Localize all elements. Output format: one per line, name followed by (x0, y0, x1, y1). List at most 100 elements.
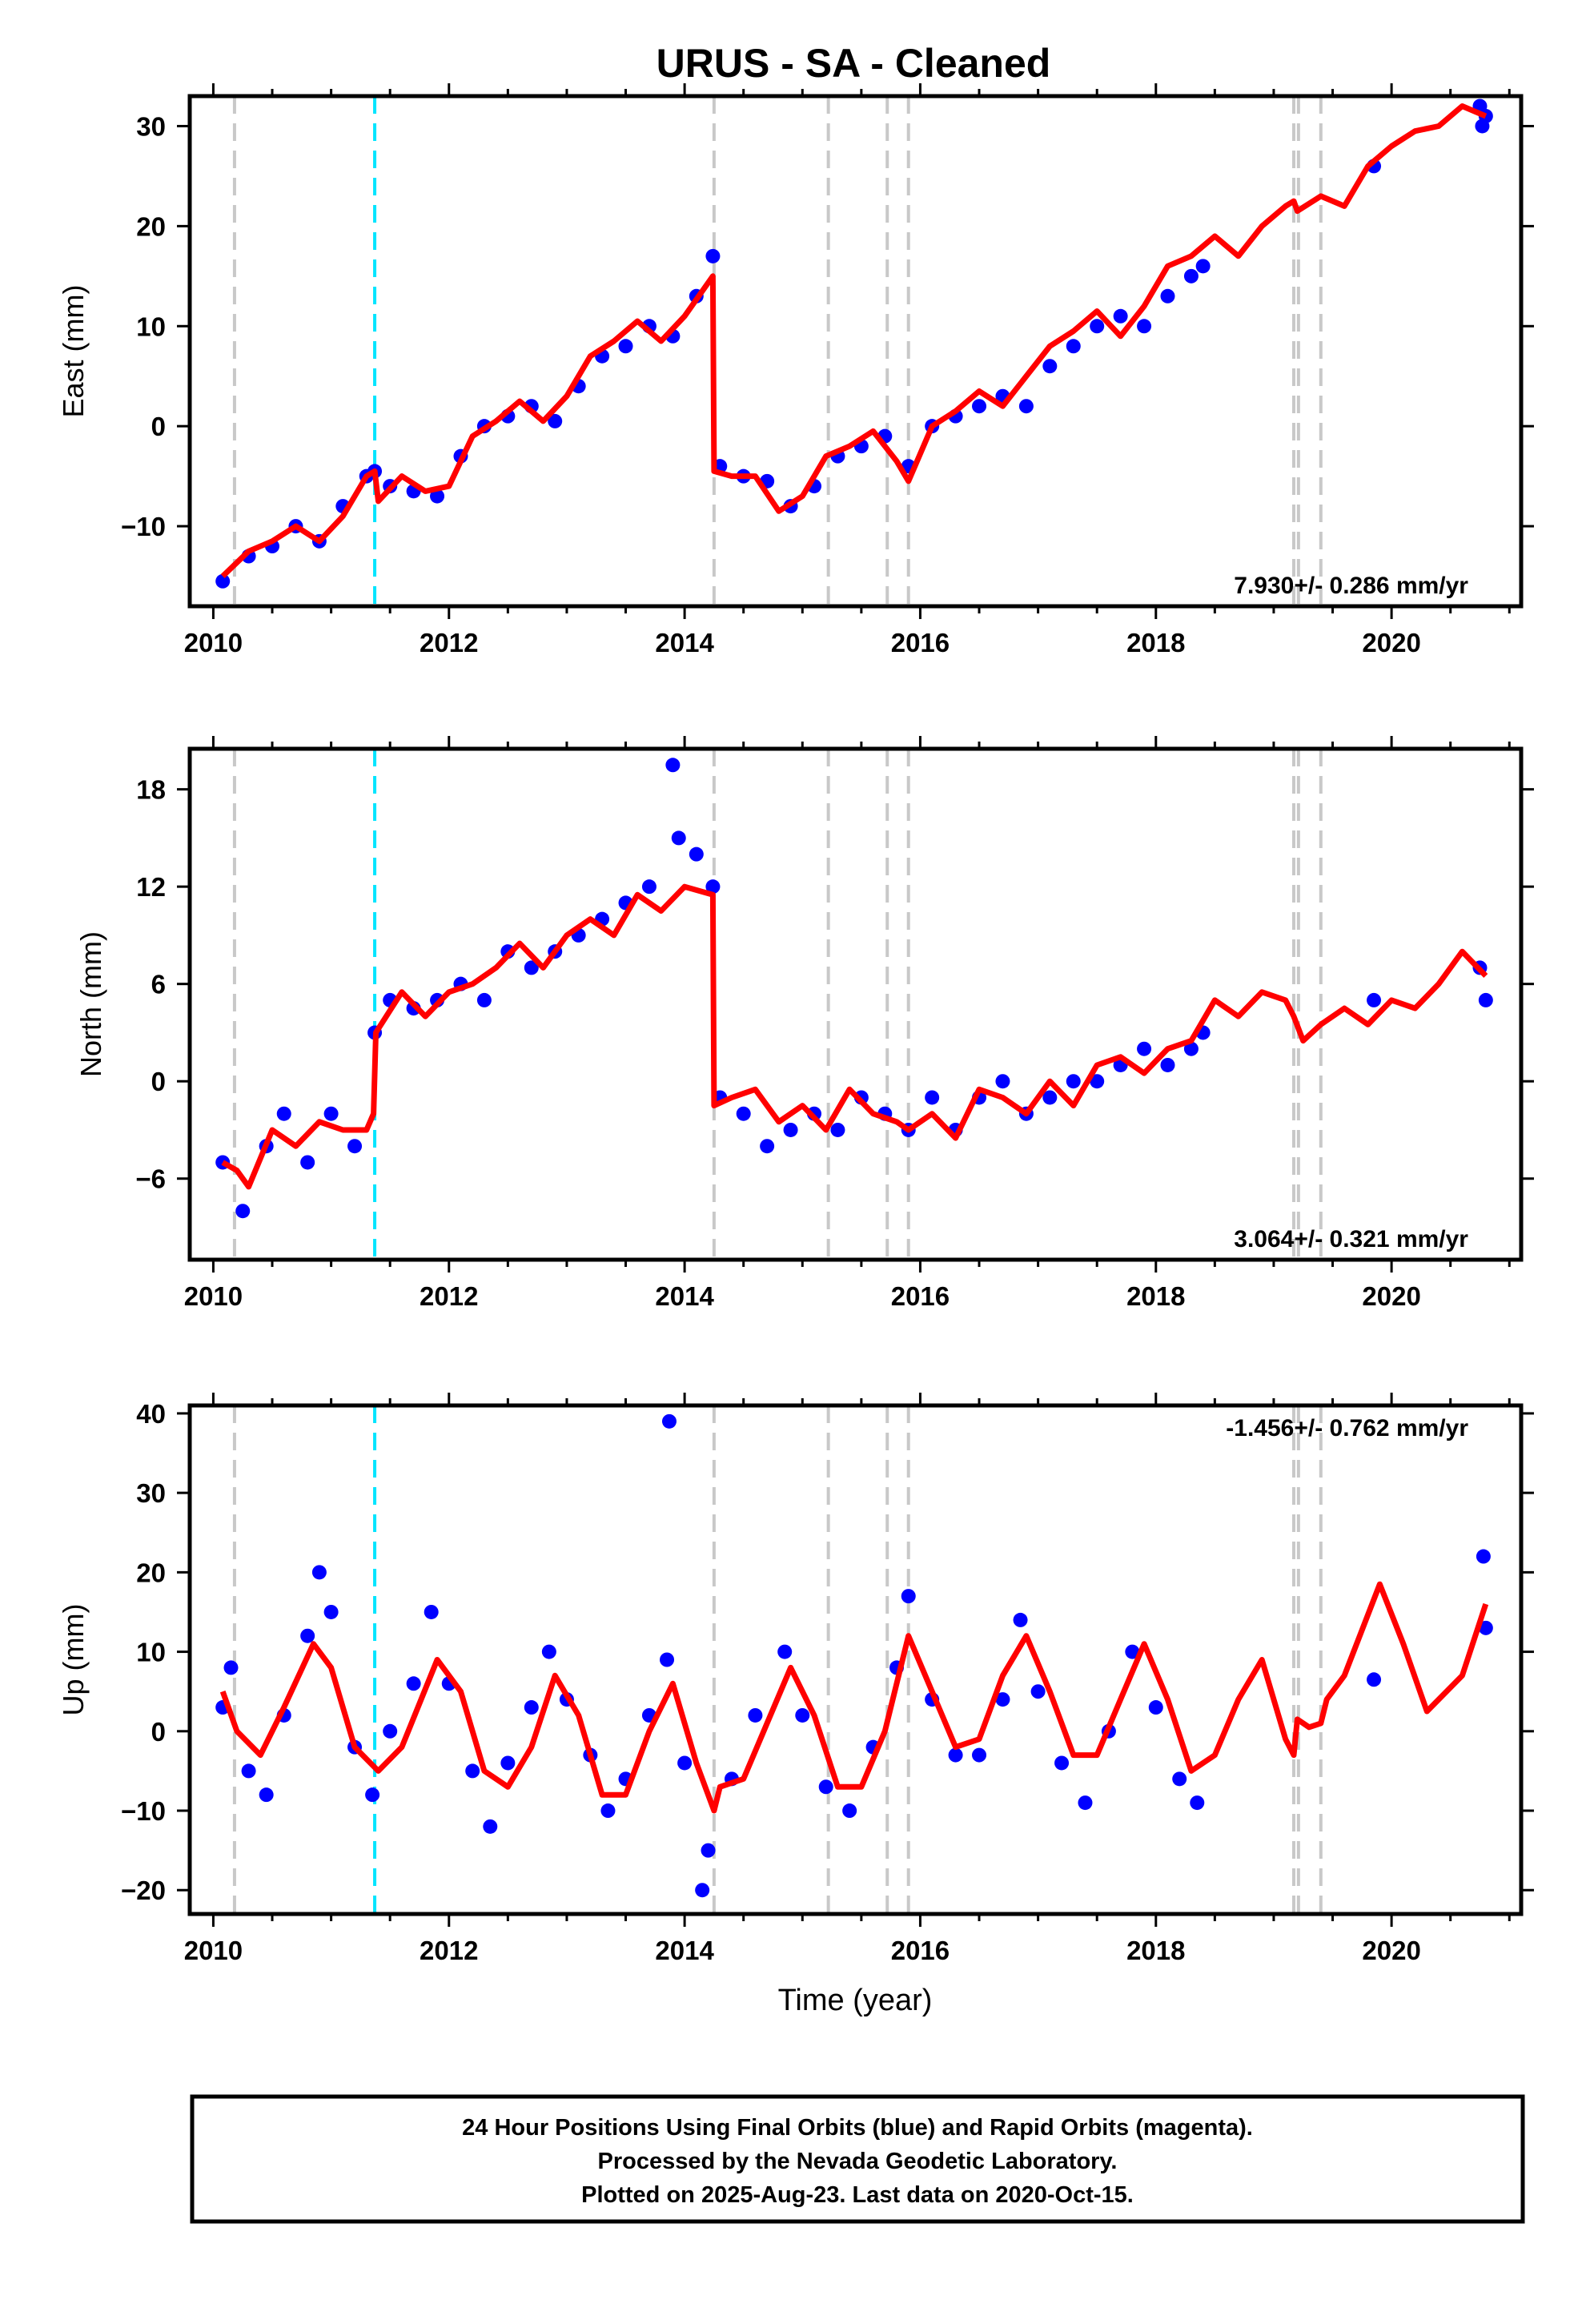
model-fit-line (221, 883, 1488, 1190)
data-point (1090, 1074, 1105, 1089)
data-point (541, 1644, 556, 1659)
data-point (465, 1763, 480, 1779)
y-tick-label: 20 (136, 1558, 166, 1587)
data-point (818, 1779, 833, 1795)
data-point (548, 413, 563, 428)
figure-title: URUS - SA - Cleaned (656, 41, 1051, 86)
plot-frame (187, 746, 1524, 1262)
plot-frame (187, 94, 1524, 609)
data-point (783, 1122, 798, 1137)
caption-line-1: 24 Hour Positions Using Final Orbits (bl… (462, 2115, 1253, 2141)
data-point (660, 1652, 675, 1667)
y-tick-label: 10 (136, 1638, 166, 1667)
data-point (300, 1155, 315, 1170)
plot-frame (187, 1403, 1524, 1916)
x-tick-label: 2016 (891, 1936, 950, 1965)
x-tick-label: 2016 (891, 1281, 950, 1311)
y-tick-label: 18 (136, 775, 166, 805)
data-point (323, 1604, 339, 1619)
data-layer (215, 99, 1493, 589)
data-point (1172, 1771, 1187, 1787)
data-point (276, 1106, 291, 1121)
data-point (1018, 399, 1034, 414)
x-tick-label: 2020 (1362, 628, 1420, 657)
data-point (1042, 359, 1058, 374)
data-layer (215, 1413, 1493, 1898)
data-point (948, 1747, 963, 1763)
velocity-rate-label: -1.456+/- 0.762 mm/yr (1226, 1415, 1468, 1441)
data-point (689, 846, 704, 862)
data-point (695, 1883, 710, 1898)
data-point (1367, 1672, 1382, 1687)
data-point (1066, 1074, 1081, 1089)
data-point (665, 758, 681, 773)
x-tick-label: 2012 (420, 628, 478, 657)
data-point (972, 1747, 987, 1763)
y-tick-label: 20 (136, 211, 166, 241)
data-point (1183, 268, 1199, 283)
data-point (241, 1763, 256, 1779)
x-tick-label: 2018 (1126, 628, 1185, 657)
caption-line-3: Plotted on 2025-Aug-23. Last data on 202… (581, 2182, 1134, 2208)
data-point (311, 1565, 327, 1580)
data-point (661, 1413, 677, 1429)
data-point (748, 1707, 763, 1723)
data-point (618, 339, 633, 354)
caption-line-2: Processed by the Nevada Geodetic Laborat… (598, 2149, 1118, 2174)
data-point (1013, 1612, 1028, 1627)
x-tick-label: 2012 (420, 1281, 478, 1311)
up-panel: 2010 2012 2014 2016 2018 2020 −20 −10 0 10 20 30 40 U… (57, 1393, 1534, 1965)
velocity-rate-label: 3.064+/- 0.321 mm/yr (1234, 1226, 1468, 1252)
data-point (1183, 1041, 1199, 1056)
north-panel: 2010 2012 2014 2016 2018 2020 −6 0 6 12 18 North (m… (74, 736, 1534, 1311)
data-point (925, 1090, 940, 1105)
x-tick-label: 2014 (655, 628, 714, 657)
data-layer (215, 758, 1493, 1219)
x-tick-label: 2018 (1126, 1281, 1185, 1311)
y-tick-label: 0 (151, 412, 166, 441)
y-tick-label: 6 (151, 970, 166, 999)
data-point (600, 1803, 616, 1819)
data-point (901, 1589, 916, 1604)
x-tick-label: 2020 (1362, 1281, 1420, 1311)
data-point (1078, 1795, 1093, 1811)
data-point (1137, 1041, 1152, 1056)
data-point (483, 1819, 498, 1834)
x-tick-label: 2010 (184, 628, 243, 657)
velocity-rate-label: 7.930+/- 0.286 mm/yr (1234, 573, 1468, 599)
model-fit-line (219, 1581, 1489, 1814)
data-point (500, 1755, 516, 1771)
east-panel: 2010 2012 2014 2016 2018 2020 −10 0 10 20 30 East (… (57, 83, 1534, 657)
model-fit-line (220, 103, 1488, 579)
data-point (365, 1787, 380, 1803)
data-point (323, 1106, 339, 1121)
data-point (300, 1628, 315, 1643)
data-point (1137, 319, 1152, 334)
data-point (383, 1723, 398, 1739)
x-tick-label: 2012 (420, 1936, 478, 1965)
x-tick-label: 2018 (1126, 1936, 1185, 1965)
data-point (995, 1692, 1010, 1707)
data-point (795, 1707, 810, 1723)
data-point (1190, 1795, 1205, 1811)
data-point (777, 1644, 793, 1659)
data-point (1478, 1620, 1493, 1635)
data-point (406, 1676, 421, 1691)
data-point (1160, 1057, 1175, 1072)
x-tick-label: 2016 (891, 628, 950, 657)
data-point (995, 1074, 1010, 1089)
data-point (641, 879, 656, 895)
x-tick-label: 2014 (655, 1281, 714, 1311)
data-point (972, 399, 987, 414)
data-point (1148, 1700, 1163, 1715)
data-point (347, 1139, 363, 1154)
x-axis-label: Time (year) (778, 1984, 933, 2017)
caption-border (190, 2094, 1525, 2224)
data-point (677, 1755, 693, 1771)
y-tick-label: 12 (136, 872, 166, 902)
data-point (830, 1122, 845, 1137)
data-point (524, 1700, 539, 1715)
y-tick-label: 30 (136, 1478, 166, 1508)
data-point (705, 879, 721, 895)
